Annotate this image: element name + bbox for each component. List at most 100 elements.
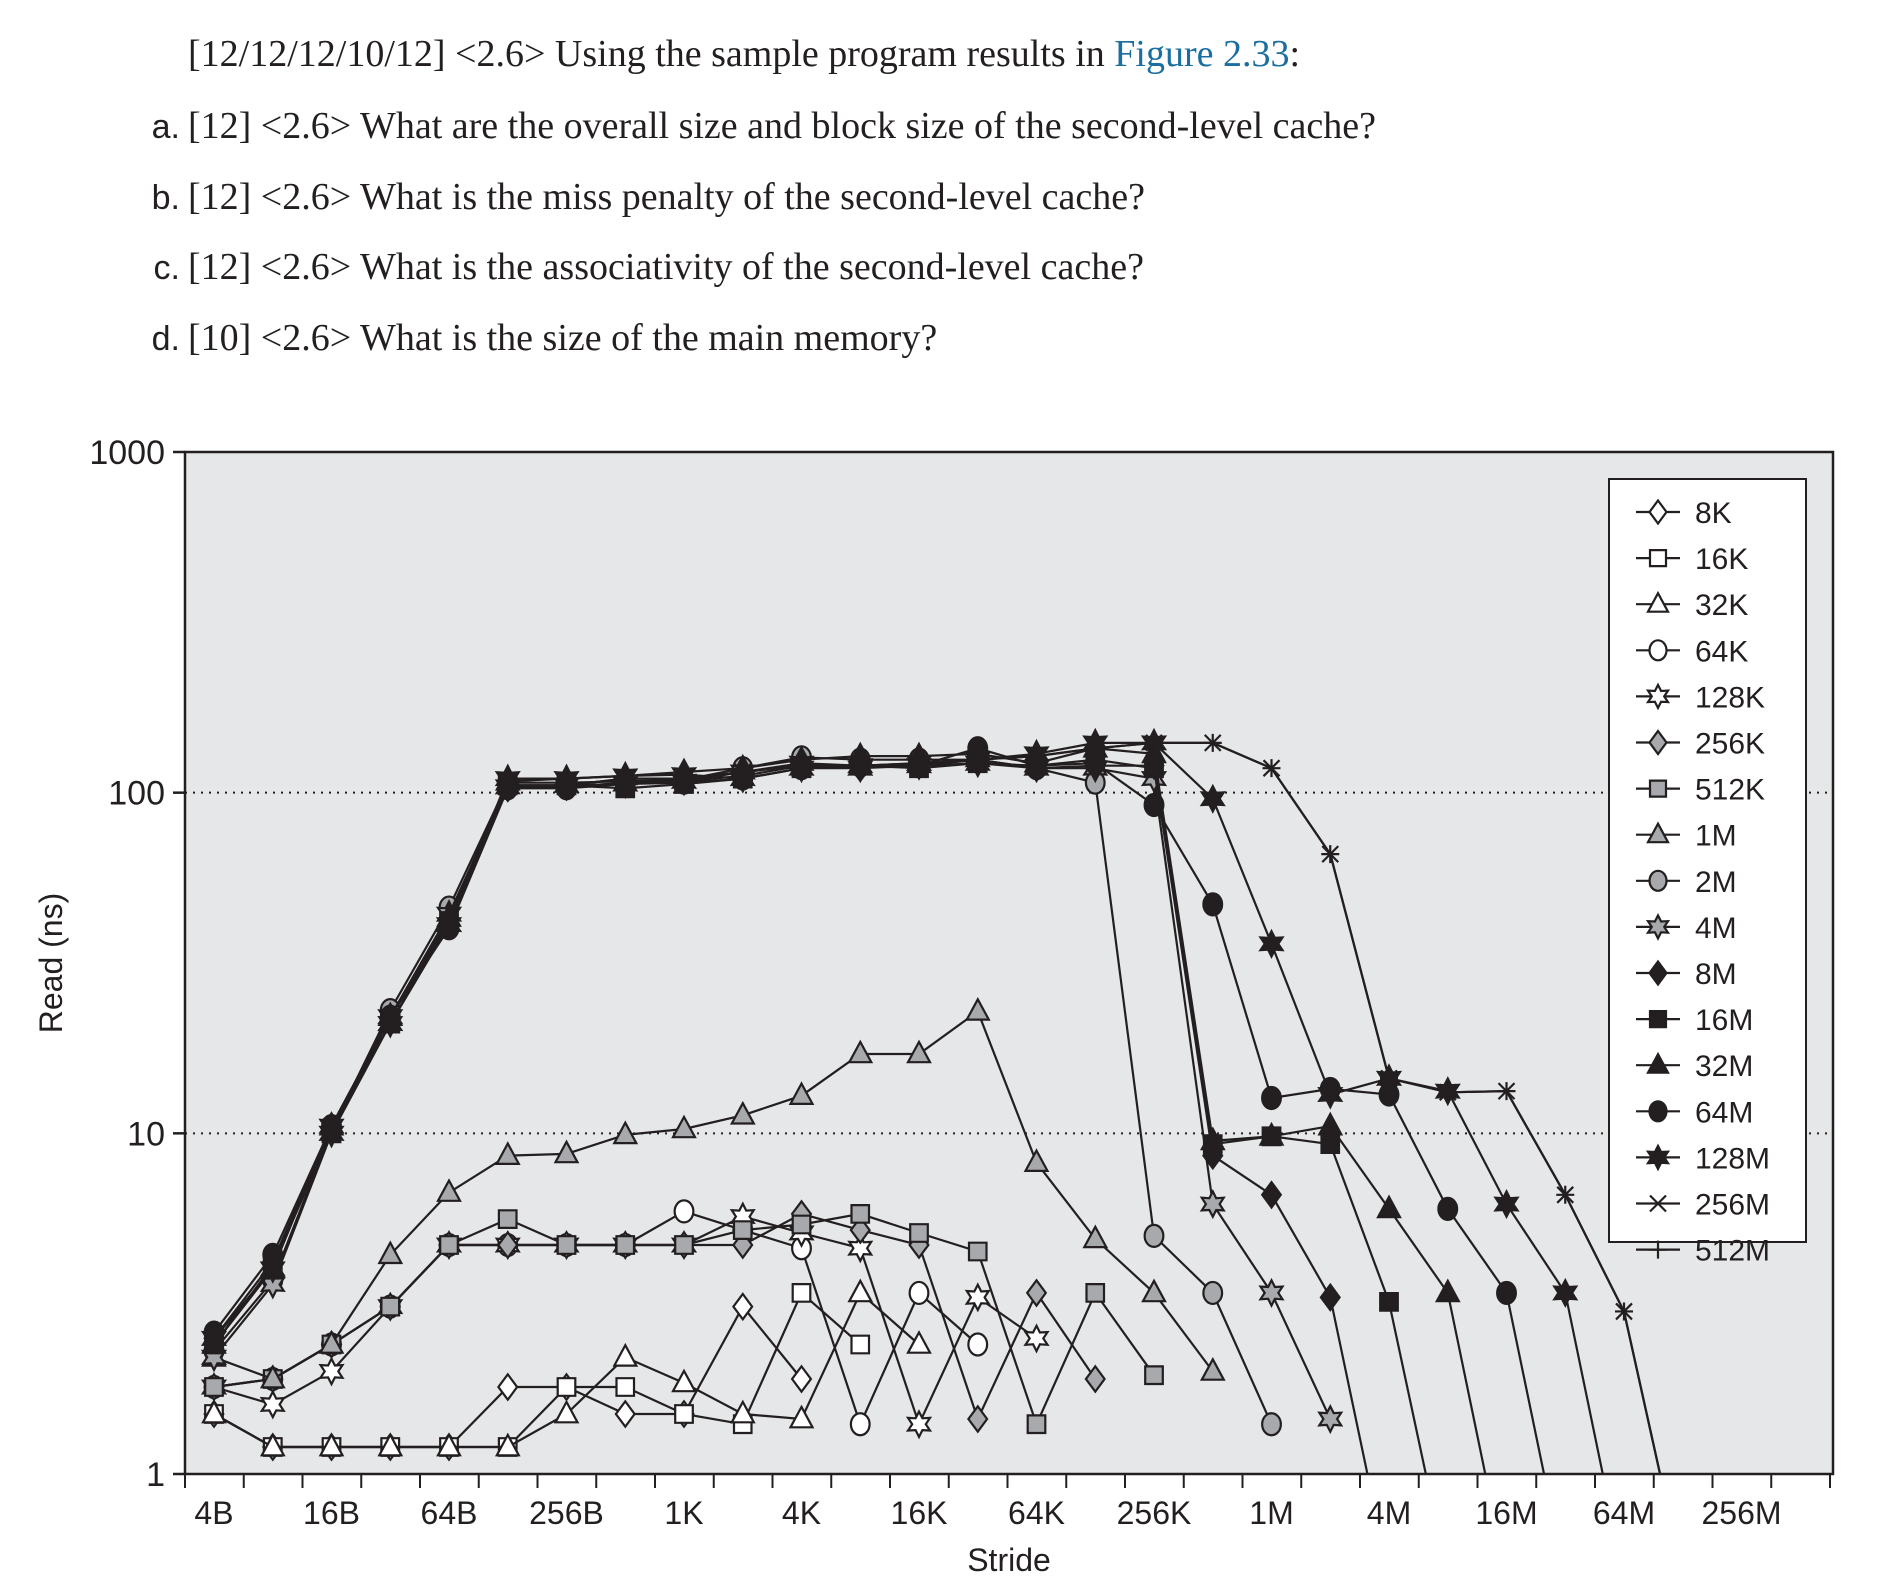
data-point-4M xyxy=(1199,1188,1226,1220)
x-tick-label: 64M xyxy=(1593,1495,1655,1531)
data-point-512M xyxy=(1380,1069,1398,1088)
data-point-1M xyxy=(788,1081,815,1106)
x-tick-label: 64B xyxy=(421,1495,478,1531)
data-point-8M xyxy=(1319,1282,1341,1312)
question-text: [12] <2.6> What is the miss penalty of t… xyxy=(188,176,1146,218)
question-label: a. xyxy=(151,108,180,146)
data-point-2M xyxy=(1143,1223,1165,1248)
triangle-marker-icon xyxy=(1646,821,1670,844)
data-point-512M xyxy=(1145,733,1163,752)
legend-label: 256K xyxy=(1695,728,1765,761)
data-point-1M xyxy=(436,1178,462,1202)
diamond-marker-icon xyxy=(1648,729,1668,756)
data-point-512M xyxy=(263,1259,282,1278)
x-tick-label: 1M xyxy=(1249,1495,1293,1531)
data-point-1M xyxy=(906,1039,932,1064)
legend-item-256K: 256K xyxy=(1636,728,1765,761)
exercise-header-colon: : xyxy=(1289,33,1301,75)
question-text: [10] <2.6> What is the size of the main … xyxy=(188,317,938,359)
data-point-1M xyxy=(259,1364,286,1389)
data-point-2M xyxy=(1202,1280,1224,1306)
series-32K xyxy=(201,1278,932,1457)
legend-label: 128K xyxy=(1695,681,1765,714)
data-point-1M xyxy=(553,1139,580,1164)
exercise-header: [12/12/12/10/12] <2.6> Using the sample … xyxy=(188,32,1300,76)
data-point-16M xyxy=(1320,1134,1341,1155)
data-point-256K xyxy=(967,1404,989,1434)
legend-label: 512M xyxy=(1695,1235,1770,1268)
data-point-4M xyxy=(1258,1277,1285,1309)
data-point-64K xyxy=(673,1199,695,1224)
data-point-1M xyxy=(847,1039,874,1064)
data-point-1M xyxy=(1023,1148,1050,1173)
data-point-32K xyxy=(729,1399,756,1424)
data-point-32K xyxy=(847,1278,874,1303)
y-tick-label: 10 xyxy=(127,1115,165,1153)
square-marker-icon xyxy=(1648,548,1668,568)
data-point-512M xyxy=(322,1117,341,1136)
legend-item-32M: 32M xyxy=(1636,1050,1753,1083)
data-point-64K xyxy=(849,1412,871,1437)
x-tick-label: 4B xyxy=(194,1495,233,1531)
data-point-1M xyxy=(1082,1224,1109,1249)
data-point-512K xyxy=(791,1214,812,1235)
data-point-128K xyxy=(964,1282,991,1313)
data-point-32K xyxy=(436,1432,462,1457)
legend-item-2M: 2M xyxy=(1636,866,1737,899)
data-point-128M xyxy=(1199,783,1226,814)
data-point-32K xyxy=(318,1432,345,1457)
legend-item-128K: 128K xyxy=(1636,681,1765,714)
data-point-64M xyxy=(1437,1196,1459,1222)
data-point-512K xyxy=(204,1377,224,1397)
data-point-512M xyxy=(1321,845,1340,864)
data-point-32M xyxy=(1258,1121,1285,1146)
legend-label: 8K xyxy=(1695,497,1732,530)
legend-label: 32M xyxy=(1695,1050,1753,1083)
question-text: [12] <2.6> What are the overall size and… xyxy=(188,105,1376,147)
legend-item-16M: 16M xyxy=(1636,1004,1753,1037)
x-tick-label: 256K xyxy=(1117,1495,1192,1531)
circle-marker-icon xyxy=(1648,1100,1668,1123)
data-point-512M xyxy=(675,769,693,788)
x-tick-label: 64K xyxy=(1008,1495,1065,1531)
legend-item-64M: 64M xyxy=(1636,1096,1753,1129)
data-point-32K xyxy=(612,1342,639,1367)
data-point-1M xyxy=(1199,1356,1226,1381)
question-d: d. [10] <2.6> What is the size of the mai… xyxy=(130,316,938,360)
circle-marker-icon xyxy=(1648,869,1668,892)
series-1M xyxy=(201,996,1226,1389)
star-marker-icon xyxy=(1645,1143,1671,1172)
data-point-512M xyxy=(851,756,870,775)
x-marker-icon xyxy=(1649,1194,1667,1213)
series-line-1M xyxy=(213,1009,1214,1381)
x-tick-label: 16K xyxy=(891,1495,948,1531)
data-point-512K xyxy=(497,1209,518,1230)
x-tick-label: 256M xyxy=(1701,1495,1781,1531)
data-point-1M xyxy=(964,996,991,1021)
data-point-512M xyxy=(1027,747,1046,766)
y-tick-label: 1 xyxy=(146,1456,165,1494)
question-label: b. xyxy=(151,179,180,217)
legend-item-16K: 16K xyxy=(1636,543,1748,576)
legend-label: 64K xyxy=(1695,635,1748,668)
data-point-512M xyxy=(1497,1082,1516,1101)
question-b: b. [12] <2.6> What is the miss penalty of… xyxy=(130,175,1145,219)
data-point-1M xyxy=(1141,1278,1167,1303)
data-point-16M xyxy=(1379,1291,1399,1312)
square-marker-icon xyxy=(1648,1009,1668,1029)
data-point-8K xyxy=(497,1372,519,1402)
data-point-512M xyxy=(205,1329,223,1348)
legend-label: 1M xyxy=(1695,820,1737,853)
question-label: c. xyxy=(153,249,180,287)
data-point-128M xyxy=(1317,1079,1344,1110)
data-point-128M xyxy=(1493,1188,1520,1220)
data-point-256K xyxy=(497,1230,519,1260)
data-point-1M xyxy=(671,1114,697,1139)
data-point-16K xyxy=(674,1404,694,1424)
legend-item-4M: 4M xyxy=(1636,912,1737,945)
legend-label: 512K xyxy=(1695,774,1765,807)
data-point-512K xyxy=(674,1235,694,1255)
question-text: [12] <2.6> What is the associativity of … xyxy=(188,246,1144,288)
figure-link[interactable]: Figure 2.33 xyxy=(1114,33,1290,75)
data-point-512M xyxy=(1203,733,1222,752)
